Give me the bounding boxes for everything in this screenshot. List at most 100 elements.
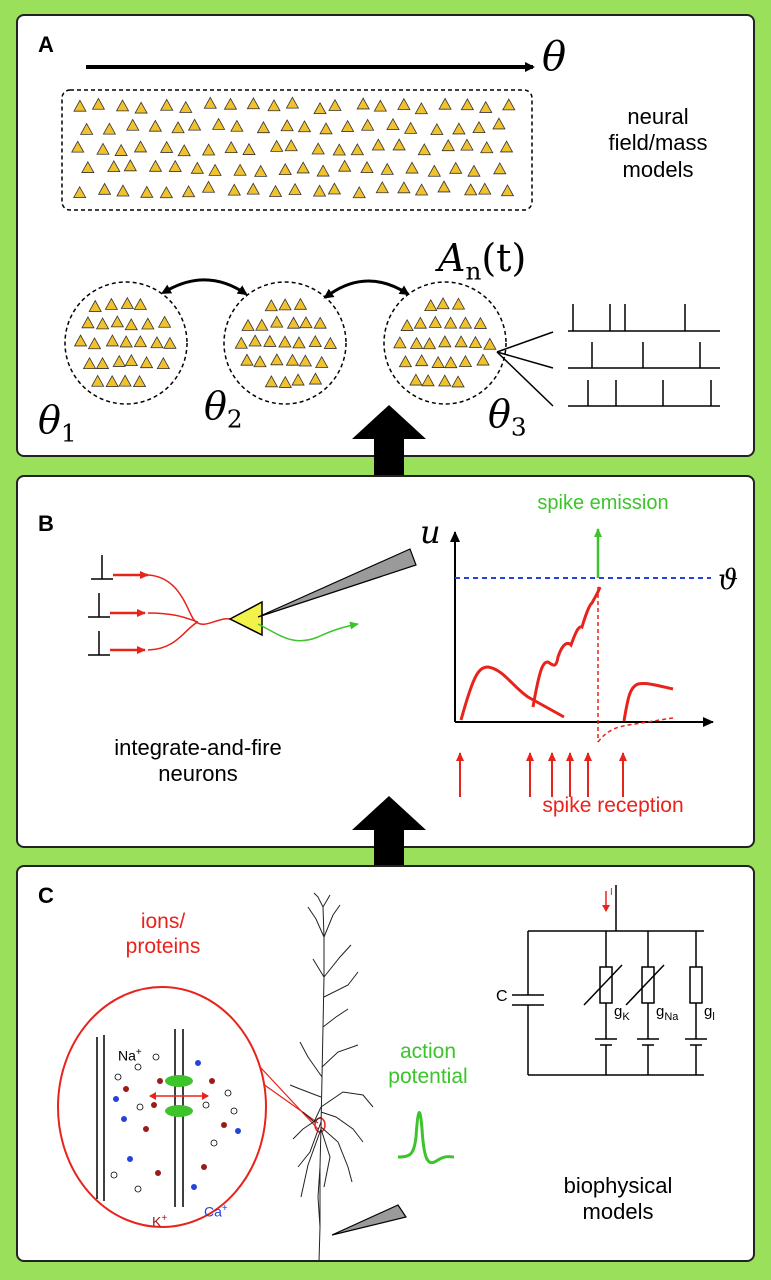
population-3-neuron bbox=[400, 318, 414, 331]
population-3-neuron bbox=[414, 354, 429, 367]
field-neuron bbox=[414, 102, 429, 115]
field-neuron bbox=[452, 122, 466, 135]
coupling-arrow-1-2 bbox=[160, 278, 248, 296]
field-neuron bbox=[417, 143, 431, 156]
biophysical-caption: biophysical models bbox=[563, 1173, 673, 1225]
population-1-neuron bbox=[91, 374, 105, 387]
u-axis-label: u bbox=[420, 513, 441, 551]
population-1-neuron bbox=[81, 316, 95, 329]
field-neuron bbox=[356, 97, 370, 110]
field-neuron bbox=[350, 143, 365, 156]
field-neuron bbox=[208, 163, 222, 176]
population-2-circle bbox=[223, 281, 347, 405]
population-3-label: θ3 bbox=[488, 392, 527, 442]
population-1-neuron bbox=[120, 296, 135, 309]
panel-a-drawing bbox=[61, 62, 720, 407]
field-neuron bbox=[160, 98, 174, 111]
population-1-neuron bbox=[105, 334, 120, 347]
population-1-neuron bbox=[150, 336, 164, 349]
ion-dot bbox=[155, 1170, 161, 1176]
population-2-label: θ2 bbox=[204, 384, 243, 434]
population-1-neuron bbox=[88, 299, 102, 312]
level-arrow-c-to-b bbox=[352, 796, 426, 872]
axon-output bbox=[257, 621, 359, 642]
activity-subscript: n bbox=[465, 256, 482, 286]
field-neuron bbox=[159, 186, 174, 199]
gk-symbol: g bbox=[614, 1003, 623, 1020]
panel-b-drawing bbox=[88, 528, 714, 797]
field-neuron bbox=[160, 140, 174, 153]
pyramidal-neuron bbox=[289, 892, 374, 1263]
ion-dot bbox=[123, 1086, 129, 1092]
population-1-neuron bbox=[87, 337, 102, 350]
population-3-neuron bbox=[436, 297, 450, 310]
population-2-neuron bbox=[291, 373, 305, 386]
field-neuron bbox=[233, 163, 247, 176]
panel-b-letter: B bbox=[38, 511, 54, 536]
gk-label: gK bbox=[614, 1003, 630, 1024]
field-neuron bbox=[201, 180, 216, 193]
population-1-neuron bbox=[112, 354, 126, 367]
population-2-neuron bbox=[278, 335, 292, 348]
sodium-charge: + bbox=[135, 1047, 142, 1058]
population-3-neuron bbox=[413, 316, 428, 329]
dendrites bbox=[147, 574, 231, 651]
population-2-neuron bbox=[253, 355, 267, 368]
pop3-subscript: 3 bbox=[510, 412, 527, 442]
field-neurons bbox=[71, 96, 516, 199]
field-neuron bbox=[102, 122, 117, 135]
potassium-label: K+ bbox=[152, 1213, 167, 1230]
population-2-neuron bbox=[292, 336, 306, 349]
field-neuron bbox=[114, 143, 128, 156]
population-3-neuron bbox=[422, 337, 437, 350]
population-3-neuron bbox=[398, 355, 413, 368]
population-1-neuron bbox=[118, 374, 132, 387]
field-neuron bbox=[375, 181, 389, 194]
population-2-neuron bbox=[286, 316, 301, 329]
field-neuron bbox=[179, 100, 193, 113]
coupling-arrow-2-3 bbox=[323, 279, 410, 299]
field-neuron bbox=[269, 139, 284, 152]
spike-trains bbox=[496, 304, 720, 407]
equivalent-circuit bbox=[512, 885, 707, 1076]
population-2-neuron bbox=[248, 334, 262, 347]
field-neuron bbox=[467, 164, 481, 177]
ion-dot bbox=[152, 1053, 160, 1061]
sodium-text: Na bbox=[118, 1047, 136, 1064]
field-neuron bbox=[73, 99, 87, 112]
population-2-neuron bbox=[308, 335, 322, 348]
input-synapses bbox=[88, 555, 113, 656]
panel-a-letter: A bbox=[38, 32, 54, 57]
field-neuron bbox=[230, 119, 244, 132]
population-3-neuron bbox=[444, 356, 458, 369]
field-neuron bbox=[460, 98, 475, 111]
field-neuron bbox=[254, 164, 268, 177]
field-neuron bbox=[107, 159, 121, 173]
population-3-neuron bbox=[393, 336, 407, 349]
ion-dot bbox=[110, 1171, 118, 1179]
field-neuron bbox=[502, 98, 516, 111]
field-neuron bbox=[123, 159, 137, 172]
pop1-subscript: 1 bbox=[60, 418, 77, 448]
field-neuron bbox=[284, 139, 298, 152]
pop1-symbol: θ bbox=[38, 398, 61, 442]
ion-dot bbox=[195, 1060, 201, 1066]
field-neuron bbox=[414, 183, 429, 196]
population-2-neuron bbox=[270, 353, 284, 366]
population-2-neuron bbox=[270, 315, 284, 328]
field-neuron bbox=[148, 159, 163, 172]
field-neuron bbox=[96, 142, 110, 155]
population-3-neuron bbox=[409, 336, 424, 349]
population-2-neuron bbox=[293, 297, 308, 310]
ion-dot bbox=[210, 1139, 218, 1147]
field-neuron bbox=[140, 185, 154, 198]
field-neuron bbox=[328, 98, 342, 111]
population-1-circle bbox=[64, 281, 188, 405]
neural-field-label: neural field/mass models bbox=[608, 104, 708, 182]
activity-label: An(t) bbox=[438, 236, 526, 286]
panel-b: B u ϑ spike emission spike reception int… bbox=[16, 475, 755, 848]
field-neuron bbox=[168, 159, 182, 172]
population-1-neuron bbox=[119, 335, 133, 348]
field-neuron bbox=[386, 117, 400, 130]
population-1-neuron bbox=[95, 356, 110, 369]
